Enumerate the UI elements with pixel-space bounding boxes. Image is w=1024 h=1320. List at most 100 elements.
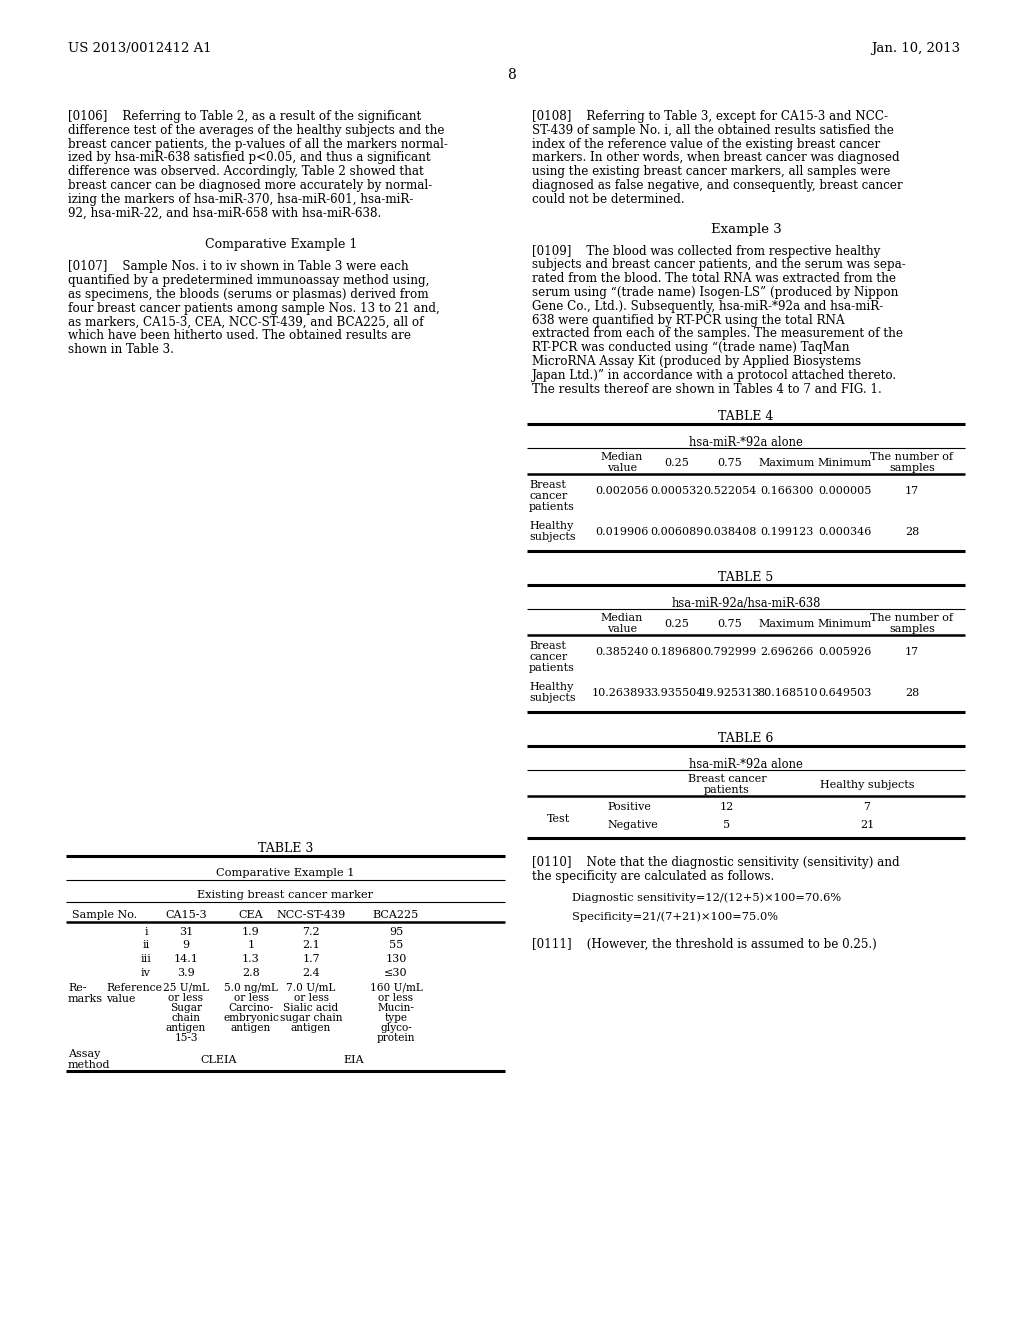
Text: chain: chain — [171, 1012, 201, 1023]
Text: 55: 55 — [389, 940, 403, 950]
Text: embryonic: embryonic — [223, 1012, 279, 1023]
Text: Test: Test — [547, 814, 570, 825]
Text: 7.0 U/mL: 7.0 U/mL — [287, 983, 336, 993]
Text: 7: 7 — [863, 803, 870, 812]
Text: quantified by a predetermined immunoassay method using,: quantified by a predetermined immunoassa… — [68, 275, 429, 288]
Text: or less: or less — [294, 993, 329, 1003]
Text: EIA: EIA — [343, 1055, 364, 1065]
Text: 21: 21 — [860, 821, 874, 830]
Text: 2.1: 2.1 — [302, 940, 319, 950]
Text: Japan Ltd.)” in accordance with a protocol attached thereto.: Japan Ltd.)” in accordance with a protoc… — [532, 368, 897, 381]
Text: marks: marks — [68, 994, 103, 1005]
Text: The results thereof are shown in Tables 4 to 7 and FIG. 1.: The results thereof are shown in Tables … — [532, 383, 882, 396]
Text: ST-439 of sample No. i, all the obtained results satisfied the: ST-439 of sample No. i, all the obtained… — [532, 124, 894, 137]
Text: rated from the blood. The total RNA was extracted from the: rated from the blood. The total RNA was … — [532, 272, 896, 285]
Text: 3.935504: 3.935504 — [650, 689, 703, 698]
Text: serum using “(trade name) Isogen-LS” (produced by Nippon: serum using “(trade name) Isogen-LS” (pr… — [532, 286, 898, 300]
Text: difference was observed. Accordingly, Table 2 showed that: difference was observed. Accordingly, Ta… — [68, 165, 424, 178]
Text: 0.166300: 0.166300 — [760, 486, 814, 496]
Text: 0.75: 0.75 — [718, 619, 742, 630]
Text: 8: 8 — [508, 69, 516, 82]
Text: four breast cancer patients among sample Nos. 13 to 21 and,: four breast cancer patients among sample… — [68, 302, 439, 314]
Text: US 2013/0012412 A1: US 2013/0012412 A1 — [68, 42, 212, 55]
Text: Maximum: Maximum — [759, 619, 815, 630]
Text: Breast cancer: Breast cancer — [688, 775, 766, 784]
Text: 638 were quantified by RT-PCR using the total RNA: 638 were quantified by RT-PCR using the … — [532, 314, 845, 326]
Text: antigen: antigen — [166, 1023, 206, 1034]
Text: Breast: Breast — [529, 480, 566, 491]
Text: ized by hsa-miR-638 satisfied p<0.05, and thus a significant: ized by hsa-miR-638 satisfied p<0.05, an… — [68, 152, 431, 165]
Text: samples: samples — [889, 624, 935, 635]
Text: The number of: The number of — [870, 453, 953, 462]
Text: Healthy: Healthy — [529, 682, 573, 693]
Text: 17: 17 — [905, 647, 920, 657]
Text: 15-3: 15-3 — [174, 1034, 198, 1043]
Text: 1.7: 1.7 — [302, 954, 319, 964]
Text: Maximum: Maximum — [759, 458, 815, 469]
Text: shown in Table 3.: shown in Table 3. — [68, 343, 174, 356]
Text: CA15-3: CA15-3 — [165, 909, 207, 920]
Text: Median: Median — [601, 453, 643, 462]
Text: 2.4: 2.4 — [302, 968, 319, 978]
Text: which have been hitherto used. The obtained results are: which have been hitherto used. The obtai… — [68, 330, 411, 342]
Text: Median: Median — [601, 614, 643, 623]
Text: breast cancer can be diagnosed more accurately by normal-: breast cancer can be diagnosed more accu… — [68, 180, 432, 191]
Text: [0110]    Note that the diagnostic sensitivity (sensitivity) and: [0110] Note that the diagnostic sensitiv… — [532, 857, 900, 870]
Text: 0.385240: 0.385240 — [595, 647, 648, 657]
Text: antigen: antigen — [230, 1023, 271, 1034]
Text: sugar chain: sugar chain — [280, 1012, 342, 1023]
Text: TABLE 6: TABLE 6 — [718, 733, 774, 746]
Text: 80.168510: 80.168510 — [757, 689, 817, 698]
Text: CLEIA: CLEIA — [201, 1055, 237, 1065]
Text: 5: 5 — [723, 821, 730, 830]
Text: Re-: Re- — [68, 983, 86, 993]
Text: value: value — [106, 994, 135, 1005]
Text: izing the markers of hsa-miR-370, hsa-miR-601, hsa-miR-: izing the markers of hsa-miR-370, hsa-mi… — [68, 193, 414, 206]
Text: 28: 28 — [905, 689, 920, 698]
Text: value: value — [607, 463, 637, 474]
Text: The number of: The number of — [870, 614, 953, 623]
Text: Healthy subjects: Healthy subjects — [820, 780, 914, 791]
Text: Comparative Example 1: Comparative Example 1 — [216, 869, 354, 878]
Text: 160 U/mL: 160 U/mL — [370, 983, 422, 993]
Text: [0106]    Referring to Table 2, as a result of the significant: [0106] Referring to Table 2, as a result… — [68, 110, 421, 123]
Text: i: i — [144, 927, 147, 937]
Text: diagnosed as false negative, and consequently, breast cancer: diagnosed as false negative, and consequ… — [532, 180, 902, 191]
Text: Jan. 10, 2013: Jan. 10, 2013 — [870, 42, 961, 55]
Text: difference test of the averages of the healthy subjects and the: difference test of the averages of the h… — [68, 124, 444, 137]
Text: patients: patients — [529, 664, 574, 673]
Text: Mucin-: Mucin- — [378, 1003, 415, 1012]
Text: 2.696266: 2.696266 — [760, 647, 814, 657]
Text: cancer: cancer — [529, 491, 567, 502]
Text: 95: 95 — [389, 927, 403, 937]
Text: 0.002056: 0.002056 — [595, 486, 648, 496]
Text: using the existing breast cancer markers, all samples were: using the existing breast cancer markers… — [532, 165, 891, 178]
Text: Sugar: Sugar — [170, 1003, 202, 1012]
Text: samples: samples — [889, 463, 935, 474]
Text: 92, hsa-miR-22, and hsa-miR-658 with hsa-miR-638.: 92, hsa-miR-22, and hsa-miR-658 with hsa… — [68, 207, 381, 219]
Text: Negative: Negative — [607, 821, 657, 830]
Text: 0.000346: 0.000346 — [818, 528, 871, 537]
Text: glyco-: glyco- — [380, 1023, 412, 1034]
Text: Minimum: Minimum — [818, 619, 872, 630]
Text: Existing breast cancer marker: Existing breast cancer marker — [198, 890, 374, 900]
Text: Healthy: Healthy — [529, 521, 573, 532]
Text: Specificity=21/(7+21)×100=75.0%: Specificity=21/(7+21)×100=75.0% — [572, 912, 778, 923]
Text: BCA225: BCA225 — [373, 909, 419, 920]
Text: MicroRNA Assay Kit (produced by Applied Biosystems: MicroRNA Assay Kit (produced by Applied … — [532, 355, 861, 368]
Text: TABLE 4: TABLE 4 — [718, 411, 774, 424]
Text: hsa-miR-92a/hsa-miR-638: hsa-miR-92a/hsa-miR-638 — [672, 598, 820, 610]
Text: cancer: cancer — [529, 652, 567, 663]
Text: RT-PCR was conducted using “(trade name) TaqMan: RT-PCR was conducted using “(trade name)… — [532, 341, 850, 354]
Text: 17: 17 — [905, 486, 920, 496]
Text: 0.25: 0.25 — [665, 619, 689, 630]
Text: 2.8: 2.8 — [242, 968, 260, 978]
Text: NCC-ST-439: NCC-ST-439 — [276, 909, 346, 920]
Text: Sialic acid: Sialic acid — [284, 1003, 339, 1012]
Text: subjects: subjects — [529, 532, 575, 543]
Text: type: type — [384, 1012, 408, 1023]
Text: 0.005926: 0.005926 — [818, 647, 871, 657]
Text: or less: or less — [169, 993, 204, 1003]
Text: 10.263893: 10.263893 — [592, 689, 652, 698]
Text: 5.0 ng/mL: 5.0 ng/mL — [224, 983, 278, 993]
